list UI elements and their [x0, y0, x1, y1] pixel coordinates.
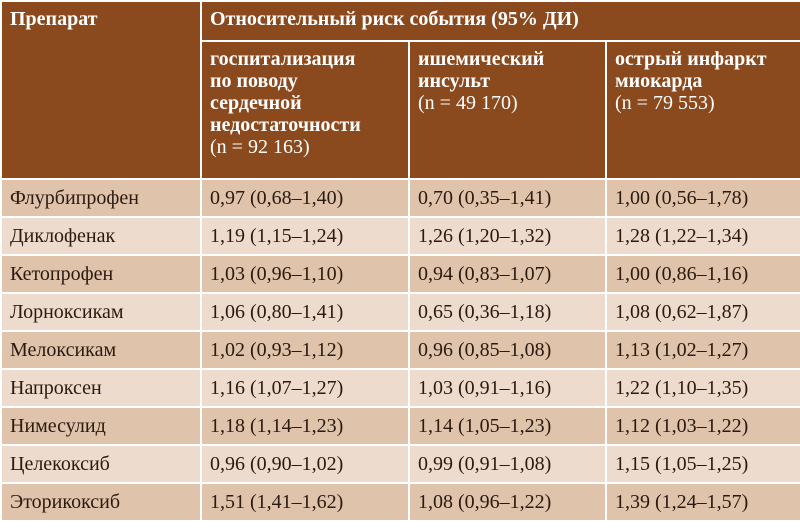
header-line: сердечной: [210, 92, 302, 114]
drug-cell: Целекоксиб: [0, 444, 202, 484]
header-line: миокарда: [615, 70, 703, 92]
risk-cell: 0,97 (0,68–1,40): [200, 178, 410, 218]
drug-cell: Кетопрофен: [0, 254, 202, 294]
risk-cell: 1,39 (1,24–1,57): [604, 482, 800, 522]
table-row: Лорноксикам 1,06 (0,80–1,41) 0,65 (0,36–1,…: [0, 292, 800, 332]
table-row: Нимесулид 1,18 (1,14–1,23) 1,14 (1,05–1,23…: [0, 406, 800, 446]
risk-cell: 1,00 (0,56–1,78): [604, 178, 800, 218]
drug-cell: Эторикоксиб: [0, 482, 202, 522]
risk-cell: 1,51 (1,41–1,62): [200, 482, 410, 522]
risk-cell: 1,15 (1,05–1,25): [604, 444, 800, 484]
drug-header: Препарат: [0, 0, 202, 180]
header-row: Препарат Относительный риск события (95%…: [0, 0, 800, 180]
risk-cell: 1,08 (0,62–1,87): [604, 292, 800, 332]
drug-cell: Нимесулид: [0, 406, 202, 446]
header-line: ишемический: [418, 48, 545, 70]
risk-cell: 0,96 (0,85–1,08): [408, 330, 607, 370]
subheader-row: госпитализация по поводу сердечной недостат…: [1, 40, 800, 180]
drug-cell: Напроксен: [0, 368, 202, 408]
header-line: госпитализация: [210, 48, 356, 70]
risk-cell: 1,12 (1,03–1,22): [604, 406, 800, 446]
risk-cell: 0,96 (0,90–1,02): [200, 444, 410, 484]
risk-cell: 1,22 (1,10–1,35): [604, 368, 800, 408]
table-row: Диклофенак 1,19 (1,15–1,24) 1,26 (1,20–1,3…: [0, 216, 800, 256]
risk-cell: 0,99 (0,91–1,08): [408, 444, 607, 484]
header-line: инсульт: [418, 70, 491, 92]
header-line: по поводу: [210, 70, 298, 92]
risk-cell: 0,70 (0,35–1,41): [408, 178, 607, 218]
drug-cell: Диклофенак: [0, 216, 202, 256]
group-header: Относительный риск события (95% ДИ): [199, 0, 800, 42]
drug-cell: Мелоксикам: [0, 330, 202, 370]
column-header: ишемический инсульт (n = 49 170): [408, 40, 607, 180]
table-row: Кетопрофен 1,03 (0,96–1,10) 0,94 (0,83–1,0…: [0, 254, 800, 294]
risk-cell: 1,14 (1,05–1,23): [408, 406, 607, 446]
risk-cell: 1,13 (1,02–1,27): [604, 330, 800, 370]
table-row: Напроксен 1,16 (1,07–1,27) 1,03 (0,91–1,16…: [0, 368, 800, 408]
table-row: Целекоксиб 0,96 (0,90–1,02) 0,99 (0,91–1,0…: [0, 444, 800, 484]
risk-cell: 1,02 (0,93–1,12): [200, 330, 410, 370]
risk-cell: 1,28 (1,22–1,34): [604, 216, 800, 256]
risk-cell: 1,18 (1,14–1,23): [200, 406, 410, 446]
header-n: (n = 92 163): [210, 136, 310, 158]
risk-cell: 0,65 (0,36–1,18): [408, 292, 607, 332]
header-n: (n = 49 170): [418, 92, 518, 114]
risk-cell: 1,08 (0,96–1,22): [408, 482, 607, 522]
drug-cell: Лорноксикам: [0, 292, 202, 332]
header-line: острый инфаркт: [615, 48, 767, 70]
risk-cell: 1,16 (1,07–1,27): [200, 368, 410, 408]
risk-cell: 1,03 (0,91–1,16): [408, 368, 607, 408]
header-n: (n = 79 553): [615, 92, 715, 114]
risk-cell: 1,00 (0,86–1,16): [604, 254, 800, 294]
risk-cell: 1,26 (1,20–1,32): [408, 216, 607, 256]
risk-cell: 1,03 (0,96–1,10): [200, 254, 410, 294]
column-header: госпитализация по поводу сердечной недостат…: [200, 40, 410, 180]
table-row: Эторикоксиб 1,51 (1,41–1,62) 1,08 (0,96–1,…: [0, 482, 800, 522]
drug-cell: Флурбипрофен: [0, 178, 202, 218]
risk-cell: 1,06 (0,80–1,41): [200, 292, 410, 332]
table-row: Мелоксикам 1,02 (0,93–1,12) 0,96 (0,85–1,0…: [0, 330, 800, 370]
risk-cell: 1,19 (1,15–1,24): [200, 216, 410, 256]
risk-cell: 0,94 (0,83–1,07): [408, 254, 607, 294]
header-line: недостаточности: [210, 114, 361, 136]
column-header: острый инфаркт миокарда (n = 79 553): [604, 40, 800, 180]
table-row: Флурбипрофен 0,97 (0,68–1,40) 0,70 (0,35–1…: [0, 178, 800, 218]
